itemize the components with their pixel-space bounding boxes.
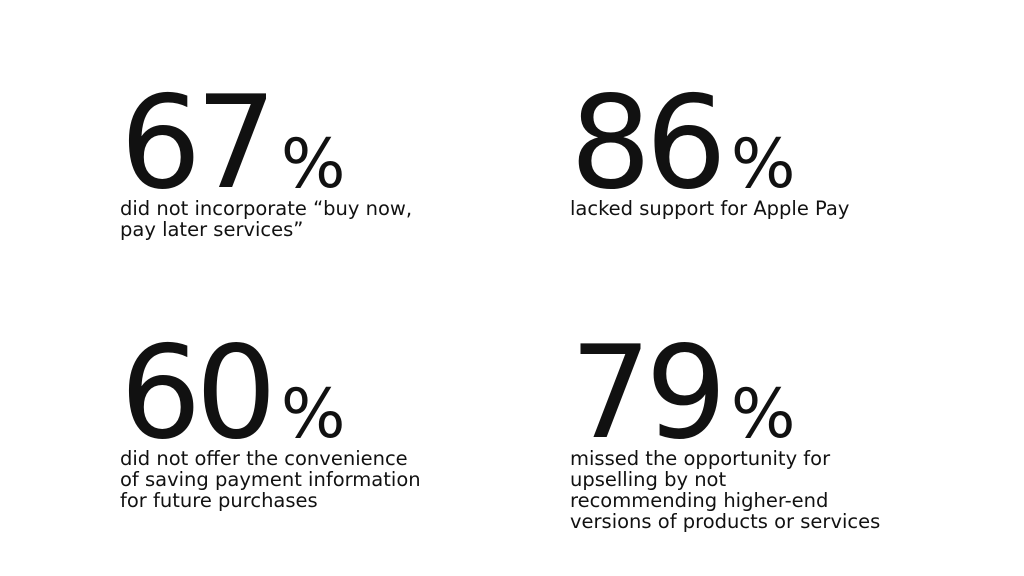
percent-sign: % [730,125,796,204]
stat-description: did not offer the convenience of saving … [120,447,421,512]
percent-sign: % [280,125,346,204]
stat-block-buy-now-pay-later: 67 % did not incorporate “buy now, pay l… [120,80,500,241]
percent-sign: % [280,375,346,454]
stat-number: 79 [570,319,727,468]
stat-description: lacked support for Apple Pay [570,197,850,220]
stat-description: missed the opportunity for upselling by … [570,447,881,533]
stat-number: 67 [120,69,277,218]
stat-value-row: 60 % [120,330,500,458]
stat-value-row: 67 % [120,80,500,208]
stat-number: 60 [120,319,277,468]
stat-number: 86 [570,69,727,218]
stat-block-upselling: 79 % missed the opportunity for upsellin… [570,330,950,533]
stat-block-apple-pay: 86 % lacked support for Apple Pay [570,80,950,220]
stat-block-saved-payment: 60 % did not offer the convenience of sa… [120,330,500,512]
stat-value-row: 86 % [570,80,950,208]
stat-description: did not incorporate “buy now, pay later … [120,197,413,241]
stat-value-row: 79 % [570,330,950,458]
percent-sign: % [730,375,796,454]
